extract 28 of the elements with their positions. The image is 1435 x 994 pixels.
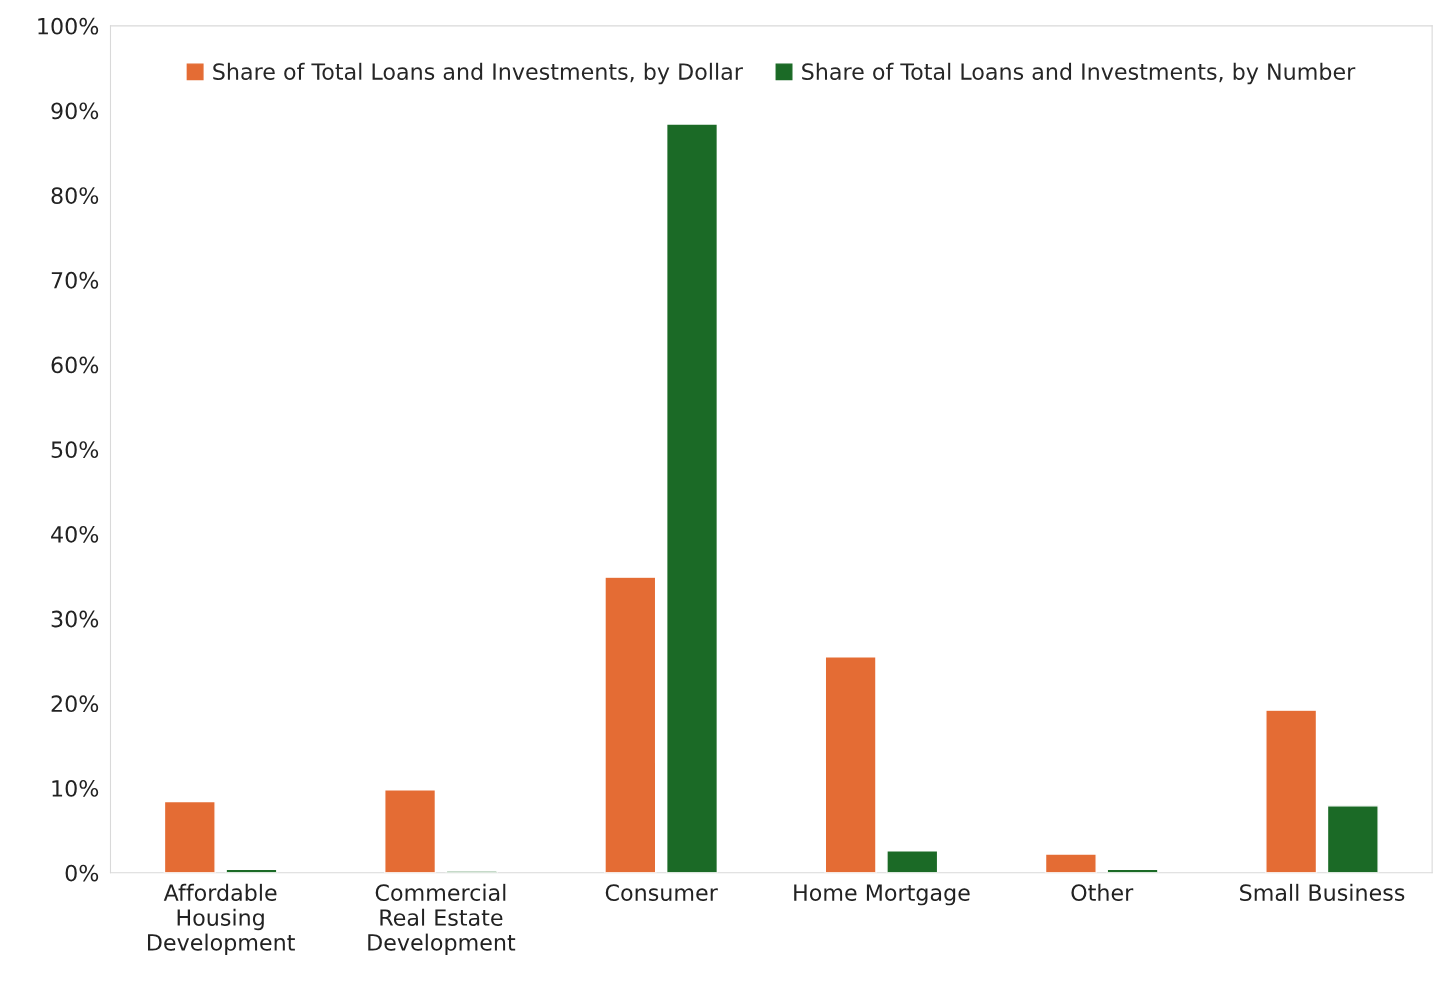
x-tick-label: Commercial Real Estate Development (368, 883, 516, 956)
y-tick-label: 0% (65, 864, 99, 882)
y-tick-label: 100% (38, 17, 99, 35)
y-tick-label: 40% (51, 525, 99, 543)
bar (824, 656, 877, 873)
x-tick-label: Small Business (1240, 883, 1405, 902)
bar (1044, 853, 1097, 873)
y-tick-label: 70% (51, 271, 99, 289)
y-tick-label: 60% (51, 356, 99, 374)
bar (665, 123, 719, 873)
y-tick-label: 90% (51, 102, 99, 120)
bar (886, 850, 939, 873)
x-tick-label: Affordable Housing Development (148, 883, 295, 956)
y-tick-label: 20% (51, 695, 99, 713)
y-tick-label: 80% (51, 187, 99, 204)
x-tick-label: Other (1071, 883, 1134, 902)
x-tick-label: Consumer (605, 884, 718, 902)
bar (163, 800, 216, 873)
y-tick-label: 50% (51, 441, 99, 459)
bar (604, 576, 657, 873)
bar (384, 789, 437, 873)
legend-label: Share of Total Loans and Investments, by Dollar (213, 62, 743, 85)
y-tick-label: 10% (52, 779, 99, 797)
y-tick-label: 30% (51, 610, 99, 628)
legend-label: Share of Total Loans and Investments, by Number (802, 62, 1356, 85)
bar (1326, 805, 1379, 873)
bar (1265, 709, 1318, 873)
x-tick-label: Home Mortgage (794, 884, 970, 906)
